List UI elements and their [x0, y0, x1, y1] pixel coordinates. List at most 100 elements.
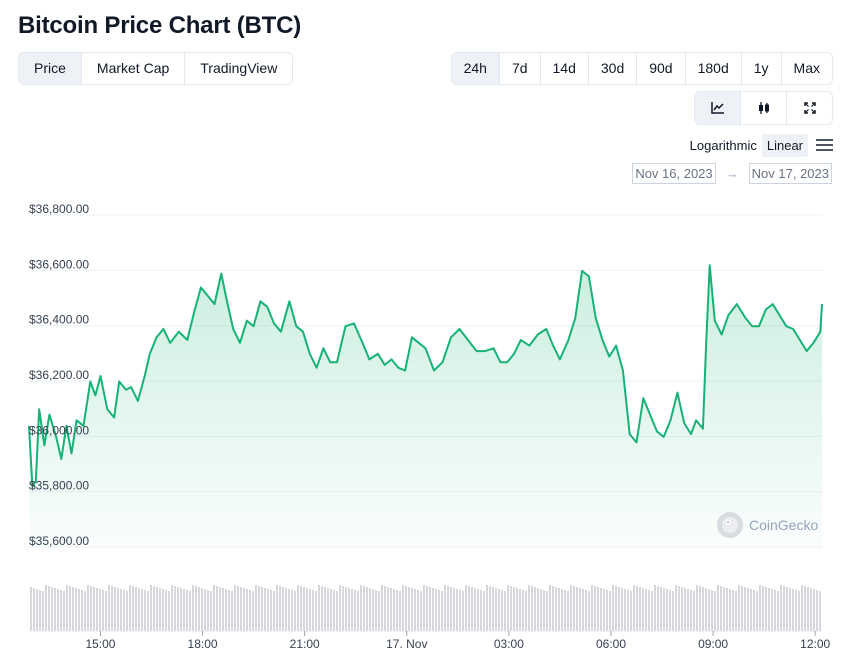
menu-icon[interactable] [816, 138, 833, 152]
volume-bar [567, 591, 569, 631]
range-180d-button[interactable]: 180d [684, 53, 741, 84]
volume-bar [759, 585, 761, 631]
volume-bar [456, 589, 458, 631]
range-max-button[interactable]: Max [780, 53, 832, 84]
volume-bar [69, 586, 71, 631]
volume-bar [699, 586, 701, 631]
volume-bar [552, 586, 554, 631]
volume-bar [522, 590, 524, 631]
volume-bar [240, 587, 242, 631]
y-tick-label: $36,200.00 [29, 368, 89, 382]
volume-bar [543, 590, 545, 631]
volume-bar [561, 589, 563, 631]
price-area-fill [29, 265, 822, 547]
volume-bar [525, 591, 527, 631]
volume-bar [135, 587, 137, 631]
tab-price[interactable]: Price [19, 53, 81, 84]
range-30d-button[interactable]: 30d [587, 53, 636, 84]
volume-bar [507, 585, 509, 631]
linear-scale-button[interactable]: Linear [761, 133, 808, 157]
volume-bar [84, 591, 86, 631]
volume-bar [627, 590, 629, 631]
volume-bar [399, 591, 401, 631]
volume-bar [780, 585, 782, 631]
volume-bar [318, 585, 320, 631]
volume-bar [237, 586, 239, 631]
candlestick-button[interactable] [740, 92, 786, 124]
volume-bar [156, 587, 158, 631]
fullscreen-button[interactable] [786, 92, 832, 124]
volume-bar [717, 585, 719, 631]
volume-bar [402, 585, 404, 631]
volume-bar [714, 591, 716, 631]
volume-bar [105, 591, 107, 631]
y-tick-label: $36,800.00 [29, 202, 89, 216]
logarithmic-scale-button[interactable]: Logarithmic [689, 137, 757, 153]
volume-bar [576, 587, 578, 631]
volume-bar [207, 590, 209, 631]
volume-bar [720, 586, 722, 631]
volume-bar [585, 590, 587, 631]
volume-bar [501, 590, 503, 631]
volume-bar [429, 587, 431, 631]
volume-bar [309, 589, 311, 631]
y-tick-label: $36,400.00 [29, 313, 89, 327]
volume-bar [174, 586, 176, 631]
range-90d-button[interactable]: 90d [636, 53, 684, 84]
y-tick-label: $35,800.00 [29, 479, 89, 493]
tab-market-cap[interactable]: Market Cap [80, 53, 184, 84]
volume-bar [582, 589, 584, 631]
tab-tradingview[interactable]: TradingView [184, 53, 292, 84]
volume-bar [306, 588, 308, 631]
volume-bar [633, 585, 635, 631]
volume-bar [450, 587, 452, 631]
volume-bar [453, 588, 455, 631]
volume-bar [612, 585, 614, 631]
volume-bar [216, 586, 218, 631]
volume-bar [516, 588, 518, 631]
volume-bar [234, 585, 236, 631]
volume-bar [756, 591, 758, 631]
line-chart-button[interactable] [695, 92, 740, 124]
x-tick-label: 17. Nov [386, 637, 427, 651]
date-from-input[interactable]: Nov 16, 2023 [632, 163, 716, 184]
volume-bar [396, 590, 398, 631]
volume-bar [774, 590, 776, 631]
volume-bar [564, 590, 566, 631]
volume-bar [420, 591, 422, 631]
volume-bar [705, 588, 707, 631]
volume-bar [54, 588, 56, 631]
volume-bar [546, 591, 548, 631]
volume-bar [726, 588, 728, 631]
volume-bar [681, 587, 683, 631]
volume-bar [807, 587, 809, 631]
volume-bar [300, 586, 302, 631]
volume-bar [96, 588, 98, 631]
volume-bar [813, 589, 815, 631]
volume-bar [648, 590, 650, 631]
volume-bar [741, 586, 743, 631]
volume-bar [618, 587, 620, 631]
volume-bar [687, 589, 689, 631]
volume-bar [75, 588, 77, 631]
volume-bar [159, 588, 161, 631]
volume-bar [90, 586, 92, 631]
volume-bar [417, 590, 419, 631]
volume-bar [408, 587, 410, 631]
range-1y-button[interactable]: 1y [740, 53, 781, 84]
range-14d-button[interactable]: 14d [539, 53, 588, 84]
range-24h-button[interactable]: 24h [451, 53, 499, 84]
volume-bar [117, 588, 119, 631]
volume-bar [765, 587, 767, 631]
date-to-input[interactable]: Nov 17, 2023 [748, 163, 832, 184]
volume-bar [276, 585, 278, 631]
volume-bar [708, 589, 710, 631]
volume-bar [645, 589, 647, 631]
volume-bar [87, 585, 89, 631]
volume-bar [792, 589, 794, 631]
range-7d-button[interactable]: 7d [498, 53, 540, 84]
volume-bar [435, 589, 437, 631]
date-arrow-icon: → [725, 166, 739, 181]
volume-bar [42, 591, 44, 631]
